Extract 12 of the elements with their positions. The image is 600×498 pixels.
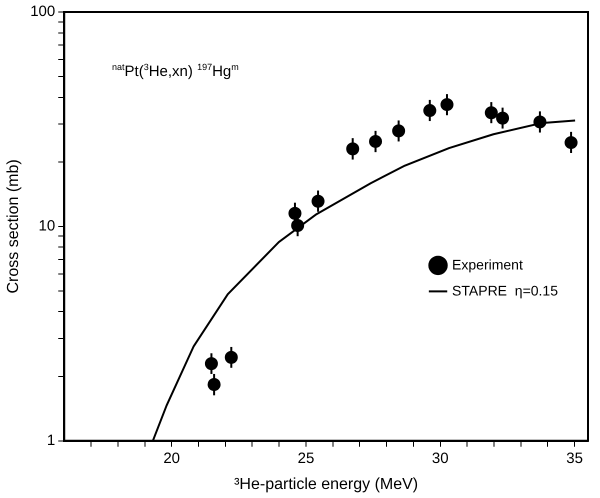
x-axis-title: ³He-particle energy (MeV): [234, 476, 418, 493]
x-tick-label: 25: [298, 450, 314, 467]
legend-label: Experiment: [452, 256, 523, 272]
y-tick-label: 100: [30, 3, 56, 20]
y-tick-label: 10: [38, 218, 56, 235]
x-tick-label: 35: [566, 450, 583, 467]
legend-label: STAPRE η=0.15: [452, 282, 558, 298]
y-axis-title: Cross section (mb): [5, 159, 22, 294]
y-tick-label: 1: [46, 432, 56, 449]
x-tick-label: 30: [432, 450, 449, 467]
x-tick-label: 20: [163, 450, 180, 467]
annotation: $^{nat}$Pt($^{3}$He,xn) $^{197}$Hg$^{m}$: [112, 62, 239, 80]
